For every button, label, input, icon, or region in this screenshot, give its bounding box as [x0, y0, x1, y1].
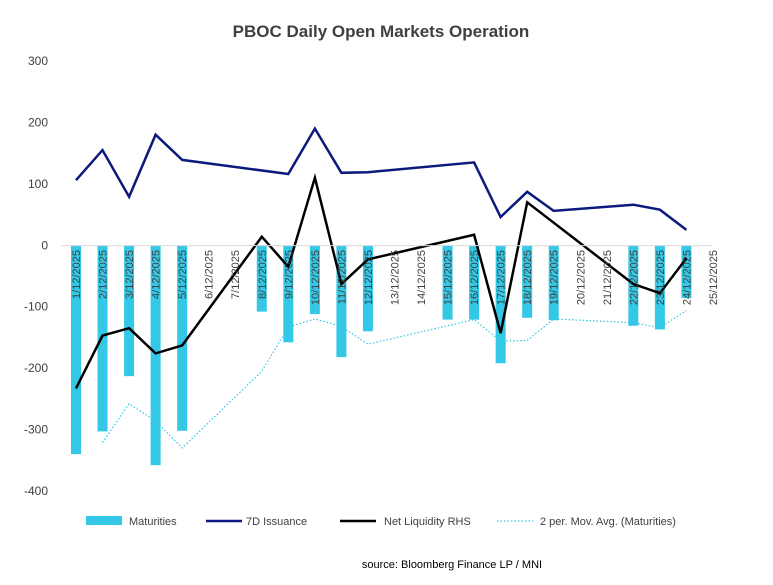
7d-issuance-line	[75, 126, 688, 231]
maturities-bar	[150, 245, 161, 466]
maturities-bar	[97, 245, 108, 432]
series-lines	[74, 126, 688, 449]
legend-label-7d-issuance: 7D Issuance	[246, 516, 307, 528]
maturities-bar	[495, 245, 506, 364]
y-tick-label: 100	[28, 177, 48, 191]
x-tick-label: 21/12/2025	[602, 250, 614, 305]
x-tick-label: 1/12/2025	[71, 250, 83, 299]
x-tick-label: 24/12/2025	[681, 250, 693, 305]
maturities-bar	[548, 245, 559, 321]
x-tick-label: 20/12/2025	[575, 250, 587, 305]
x-tick-label: 6/12/2025	[204, 250, 216, 299]
maturities-bar	[177, 245, 188, 431]
net-liquidity-rhs-line	[74, 172, 688, 389]
x-tick-label: 23/12/2025	[655, 250, 667, 305]
maturities-bar	[628, 245, 639, 326]
x-tick-label: 2/12/2025	[98, 250, 110, 299]
x-tick-label: 12/12/2025	[363, 250, 375, 305]
x-tick-label: 5/12/2025	[177, 250, 189, 299]
maturities-bar	[522, 245, 533, 318]
maturities-bar	[336, 245, 347, 358]
2-per-mov-avg-maturities-line	[102, 309, 687, 449]
y-tick-label: -100	[24, 300, 48, 314]
maturities-bar	[124, 245, 135, 377]
maturities-bar	[469, 245, 480, 320]
x-tick-label: 11/12/2025	[336, 250, 348, 304]
x-tick-label: 22/12/2025	[628, 250, 640, 305]
maturities-bar	[681, 245, 692, 299]
y-tick-label: -300	[24, 423, 48, 437]
maturities-bar	[442, 245, 453, 320]
maturities-bar	[256, 245, 267, 312]
x-tick-label: 8/12/2025	[257, 250, 269, 299]
maturities-bar	[71, 245, 81, 455]
y-axis: 300 200 100 0 -100 -200 -300 -400	[24, 54, 48, 498]
legend-swatch-maturities	[86, 516, 122, 525]
y-tick-label: -200	[24, 361, 48, 375]
x-tick-label: 3/12/2025	[124, 250, 136, 299]
y-tick-label: 300	[28, 54, 48, 68]
source-note: source: Bloomberg Finance LP / MNI	[362, 559, 542, 571]
legend-label-net-liquidity-rhs: Net Liquidity RHS	[384, 516, 471, 528]
maturities-bar	[309, 245, 320, 315]
x-tick-label: 14/12/2025	[416, 250, 428, 305]
chart-title: PBOC Daily Open Markets Operation	[233, 22, 530, 41]
y-tick-label: 200	[28, 115, 48, 129]
x-tick-label: 7/12/2025	[230, 250, 242, 299]
x-tick-label: 19/12/2025	[549, 250, 561, 305]
legend-label-2-per-mov-avg-maturities: 2 per. Mov. Avg. (Maturities)	[540, 516, 676, 528]
y-tick-label: -400	[24, 484, 48, 498]
x-tick-label: 9/12/2025	[283, 250, 295, 299]
maturities-bar	[362, 245, 373, 332]
maturities-bars	[71, 245, 692, 466]
x-tick-label: 18/12/2025	[522, 250, 534, 305]
legend-label-maturities: Maturities	[129, 516, 177, 528]
x-tick-label: 25/12/2025	[708, 250, 720, 305]
x-tick-label: 15/12/2025	[443, 250, 455, 305]
x-tick-label: 4/12/2025	[151, 250, 163, 299]
y-tick-label: 0	[41, 238, 48, 252]
maturities-bar	[654, 245, 665, 330]
x-tick-label: 16/12/2025	[469, 250, 481, 305]
x-axis: 1/12/2025 2/12/2025 3/12/2025 4/12/2025 5/12…	[71, 250, 720, 305]
maturities-bar	[283, 245, 294, 343]
x-tick-label: 17/12/2025	[496, 250, 508, 305]
x-tick-label: 10/12/2025	[310, 250, 322, 305]
x-tick-label: 13/12/2025	[389, 250, 401, 305]
legend: Maturities 7D Issuance Net Liquidity RHS 2 …	[86, 516, 676, 528]
